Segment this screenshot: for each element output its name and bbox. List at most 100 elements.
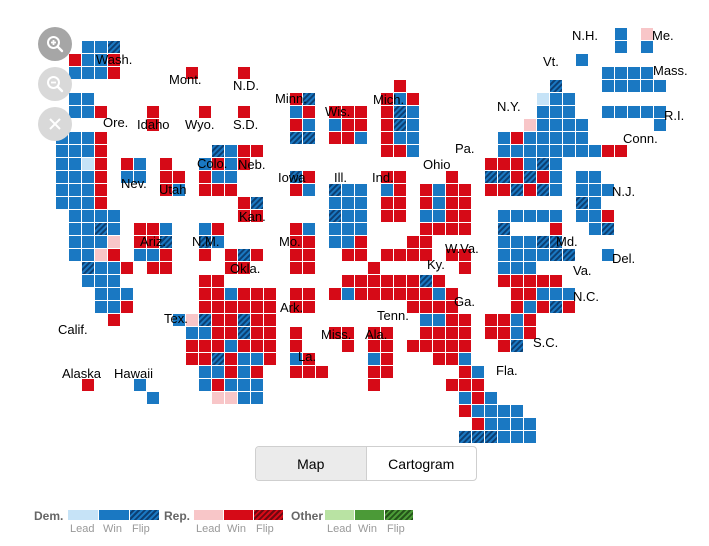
district-tile[interactable] bbox=[264, 353, 276, 365]
district-tile[interactable] bbox=[69, 184, 81, 196]
district-tile[interactable] bbox=[381, 197, 393, 209]
state-nd[interactable] bbox=[238, 67, 250, 79]
district-tile[interactable] bbox=[420, 275, 432, 287]
district-tile[interactable] bbox=[212, 223, 224, 235]
district-tile[interactable] bbox=[212, 301, 224, 313]
district-tile[interactable] bbox=[407, 106, 419, 118]
state-miss[interactable] bbox=[329, 327, 354, 352]
district-tile[interactable] bbox=[303, 301, 315, 313]
district-tile[interactable] bbox=[95, 41, 107, 53]
district-tile[interactable] bbox=[498, 171, 510, 183]
district-tile[interactable] bbox=[433, 353, 445, 365]
state-kan[interactable] bbox=[238, 197, 263, 222]
district-tile[interactable] bbox=[251, 353, 263, 365]
state-nm[interactable] bbox=[199, 223, 224, 261]
district-tile[interactable] bbox=[537, 145, 549, 157]
district-tile[interactable] bbox=[576, 54, 588, 66]
district-tile[interactable] bbox=[82, 223, 94, 235]
district-tile[interactable] bbox=[550, 249, 562, 261]
district-tile[interactable] bbox=[212, 366, 224, 378]
district-tile[interactable] bbox=[420, 288, 432, 300]
district-tile[interactable] bbox=[303, 236, 315, 248]
district-tile[interactable] bbox=[420, 236, 432, 248]
district-tile[interactable] bbox=[615, 67, 627, 79]
district-tile[interactable] bbox=[498, 431, 510, 443]
district-tile[interactable] bbox=[95, 301, 107, 313]
district-tile[interactable] bbox=[524, 431, 536, 443]
district-tile[interactable] bbox=[537, 288, 549, 300]
district-tile[interactable] bbox=[381, 119, 393, 131]
district-tile[interactable] bbox=[654, 119, 666, 131]
district-tile[interactable] bbox=[238, 249, 250, 261]
district-tile[interactable] bbox=[173, 171, 185, 183]
district-tile[interactable] bbox=[251, 145, 263, 157]
district-tile[interactable] bbox=[329, 132, 341, 144]
district-tile[interactable] bbox=[95, 67, 107, 79]
state-wash[interactable] bbox=[69, 41, 120, 79]
state-ore[interactable] bbox=[69, 93, 107, 118]
district-tile[interactable] bbox=[108, 210, 120, 222]
district-tile[interactable] bbox=[407, 236, 419, 248]
district-tile[interactable] bbox=[602, 249, 614, 261]
district-tile[interactable] bbox=[563, 106, 575, 118]
state-calif[interactable] bbox=[56, 132, 133, 326]
district-tile[interactable] bbox=[407, 288, 419, 300]
district-tile[interactable] bbox=[290, 223, 302, 235]
district-tile[interactable] bbox=[238, 197, 250, 209]
district-tile[interactable] bbox=[355, 249, 367, 261]
state-mo[interactable] bbox=[290, 223, 315, 274]
district-tile[interactable] bbox=[56, 197, 68, 209]
district-tile[interactable] bbox=[342, 327, 354, 339]
district-tile[interactable] bbox=[342, 106, 354, 118]
district-tile[interactable] bbox=[95, 184, 107, 196]
district-tile[interactable] bbox=[563, 301, 575, 313]
state-ri[interactable] bbox=[654, 106, 666, 131]
state-va[interactable] bbox=[498, 236, 575, 274]
district-tile[interactable] bbox=[329, 119, 341, 131]
district-tile[interactable] bbox=[433, 197, 445, 209]
district-tile[interactable] bbox=[199, 249, 211, 261]
district-tile[interactable] bbox=[446, 249, 458, 261]
district-tile[interactable] bbox=[381, 327, 393, 339]
district-tile[interactable] bbox=[576, 145, 588, 157]
district-tile[interactable] bbox=[485, 171, 497, 183]
district-tile[interactable] bbox=[69, 210, 81, 222]
district-tile[interactable] bbox=[108, 301, 120, 313]
district-tile[interactable] bbox=[251, 327, 263, 339]
state-ariz[interactable] bbox=[134, 223, 172, 274]
district-tile[interactable] bbox=[576, 184, 588, 196]
state-ill[interactable] bbox=[329, 184, 380, 274]
district-tile[interactable] bbox=[225, 184, 237, 196]
district-tile[interactable] bbox=[368, 275, 380, 287]
district-tile[interactable] bbox=[342, 210, 354, 222]
district-tile[interactable] bbox=[420, 301, 432, 313]
district-tile[interactable] bbox=[160, 171, 172, 183]
district-tile[interactable] bbox=[641, 67, 653, 79]
district-tile[interactable] bbox=[641, 80, 653, 92]
district-tile[interactable] bbox=[511, 301, 523, 313]
district-tile[interactable] bbox=[485, 314, 497, 326]
district-tile[interactable] bbox=[485, 392, 497, 404]
district-tile[interactable] bbox=[498, 223, 510, 235]
district-tile[interactable] bbox=[498, 405, 510, 417]
district-tile[interactable] bbox=[524, 171, 536, 183]
district-tile[interactable] bbox=[511, 340, 523, 352]
district-tile[interactable] bbox=[433, 184, 445, 196]
district-tile[interactable] bbox=[199, 106, 211, 118]
district-tile[interactable] bbox=[589, 197, 601, 209]
district-tile[interactable] bbox=[147, 223, 159, 235]
district-tile[interactable] bbox=[537, 106, 549, 118]
district-tile[interactable] bbox=[147, 106, 159, 118]
district-tile[interactable] bbox=[303, 353, 315, 365]
district-tile[interactable] bbox=[264, 340, 276, 352]
district-tile[interactable] bbox=[407, 340, 419, 352]
district-tile[interactable] bbox=[459, 379, 471, 391]
district-tile[interactable] bbox=[238, 210, 250, 222]
district-tile[interactable] bbox=[186, 327, 198, 339]
district-tile[interactable] bbox=[602, 223, 614, 235]
district-tile[interactable] bbox=[615, 41, 627, 53]
cartogram-view-button[interactable]: Cartogram bbox=[388, 455, 455, 472]
district-tile[interactable] bbox=[381, 288, 393, 300]
district-tile[interactable] bbox=[225, 314, 237, 326]
district-tile[interactable] bbox=[342, 275, 354, 287]
